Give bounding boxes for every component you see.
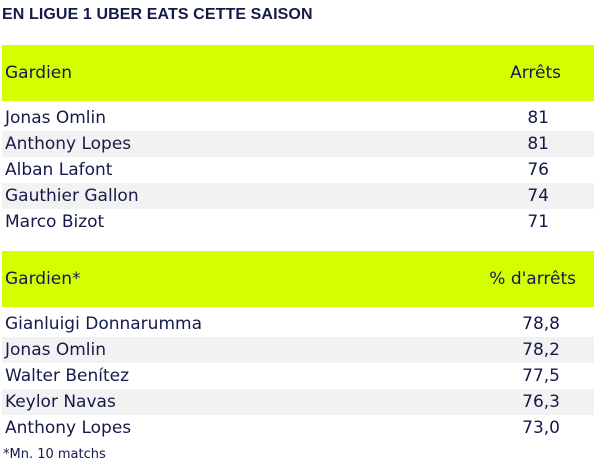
header-goalkeeper: Gardien <box>5 63 73 83</box>
save-percentage-value: 76,3 <box>522 392 560 412</box>
save-percentage-value: 78,8 <box>522 314 560 334</box>
table-row: Jonas Omlin 78,2 <box>2 337 594 363</box>
goalkeeper-name: Jonas Omlin <box>5 340 107 360</box>
saves-table-header: Gardien Arrêts <box>2 45 594 101</box>
saves-value: 81 <box>527 108 549 128</box>
saves-table: Gardien Arrêts Jonas Omlin 81 Anthony Lo… <box>2 45 594 235</box>
goalkeeper-name: Anthony Lopes <box>5 418 132 438</box>
header-saves: Arrêts <box>510 63 561 83</box>
saves-value: 71 <box>527 212 549 232</box>
table-row: Anthony Lopes 73,0 <box>2 415 594 441</box>
table-row: Alban Lafont 76 <box>2 157 594 183</box>
table-row: Marco Bizot 71 <box>2 209 594 235</box>
save-percentage-value: 78,2 <box>522 340 560 360</box>
table-row: Anthony Lopes 81 <box>2 131 594 157</box>
header-goalkeeper: Gardien* <box>5 269 81 289</box>
goalkeeper-name: Anthony Lopes <box>5 134 132 154</box>
table-row: Keylor Navas 76,3 <box>2 389 594 415</box>
saves-value: 74 <box>527 186 549 206</box>
table-row: Walter Benítez 77,5 <box>2 363 594 389</box>
page-title: EN LIGUE 1 UBER EATS CETTE SAISON <box>2 6 313 23</box>
goalkeeper-name: Gauthier Gallon <box>5 186 139 206</box>
saves-value: 76 <box>527 160 549 180</box>
header-save-percentage: % d'arrêts <box>489 269 576 289</box>
save-percentage-value: 73,0 <box>522 418 560 438</box>
table-row: Gianluigi Donnarumma 78,8 <box>2 311 594 337</box>
save-percentage-table: Gardien* % d'arrêts Gianluigi Donnarumma… <box>2 251 594 441</box>
goalkeeper-name: Gianluigi Donnarumma <box>5 314 202 334</box>
saves-value: 81 <box>527 134 549 154</box>
table-row: Gauthier Gallon 74 <box>2 183 594 209</box>
table-row: Jonas Omlin 81 <box>2 105 594 131</box>
pct-table-header: Gardien* % d'arrêts <box>2 251 594 307</box>
goalkeeper-name: Walter Benítez <box>5 366 130 386</box>
goalkeeper-name: Alban Lafont <box>5 160 113 180</box>
footnote: *Mn. 10 matchs <box>3 447 106 462</box>
goalkeeper-name: Keylor Navas <box>5 392 116 412</box>
goalkeeper-name: Jonas Omlin <box>5 108 107 128</box>
save-percentage-value: 77,5 <box>522 366 560 386</box>
goalkeeper-name: Marco Bizot <box>5 212 105 232</box>
